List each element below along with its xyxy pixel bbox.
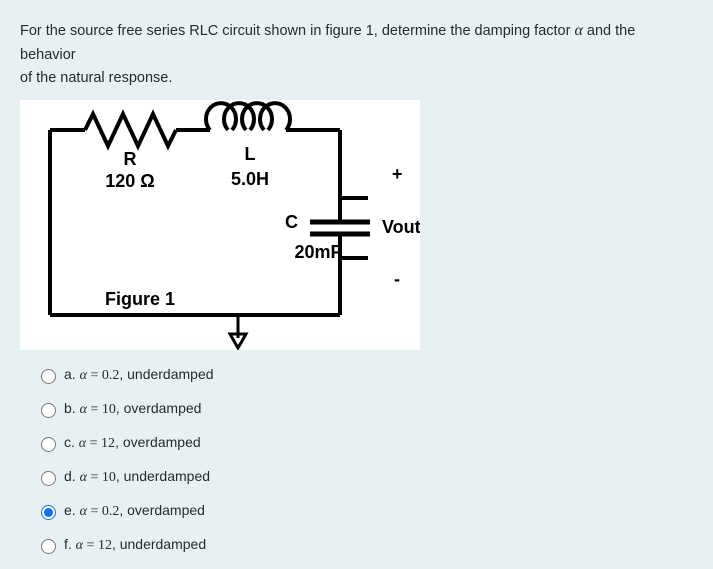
option-d[interactable]: d. α = 10, underdamped [36,468,693,486]
option-e-label: e. α = 0.2, overdamped [64,502,205,520]
label-minus: - [394,269,400,289]
question-alpha: α [574,22,582,39]
radio-d[interactable] [41,471,56,486]
radio-a[interactable] [41,369,56,384]
options-group: a. α = 0.2, underdamped b. α = 10, overd… [36,366,693,554]
radio-c[interactable] [41,437,56,452]
value-C: 20mF [294,242,341,262]
option-c-label: c. α = 12, overdamped [64,434,201,452]
radio-b[interactable] [41,403,56,418]
question-line2: of the natural response. [20,70,172,86]
option-a-label: a. α = 0.2, underdamped [64,366,214,384]
radio-e[interactable] [41,505,56,520]
label-R: R [124,149,137,169]
radio-f[interactable] [41,539,56,554]
label-C: C [285,212,298,232]
option-c[interactable]: c. α = 12, overdamped [36,434,693,452]
figure-label: Figure 1 [105,289,175,309]
value-L: 5.0H [231,169,269,189]
circuit-figure: R 120 Ω L 5.0H C 20mF Vout + - Figure 1 [20,100,420,350]
option-e[interactable]: e. α = 0.2, overdamped [36,502,693,520]
label-Vout: Vout [382,217,420,237]
question-line1-prefix: For the source free series RLC circuit s… [20,23,574,39]
option-f-label: f. α = 12, underdamped [64,536,206,554]
option-d-label: d. α = 10, underdamped [64,468,210,486]
label-L: L [245,144,256,164]
option-a[interactable]: a. α = 0.2, underdamped [36,366,693,384]
value-R: 120 Ω [105,171,154,191]
option-b[interactable]: b. α = 10, overdamped [36,400,693,418]
label-plus: + [392,164,403,184]
question-text: For the source free series RLC circuit s… [20,18,693,90]
option-b-label: b. α = 10, overdamped [64,400,201,418]
option-f[interactable]: f. α = 12, underdamped [36,536,693,554]
